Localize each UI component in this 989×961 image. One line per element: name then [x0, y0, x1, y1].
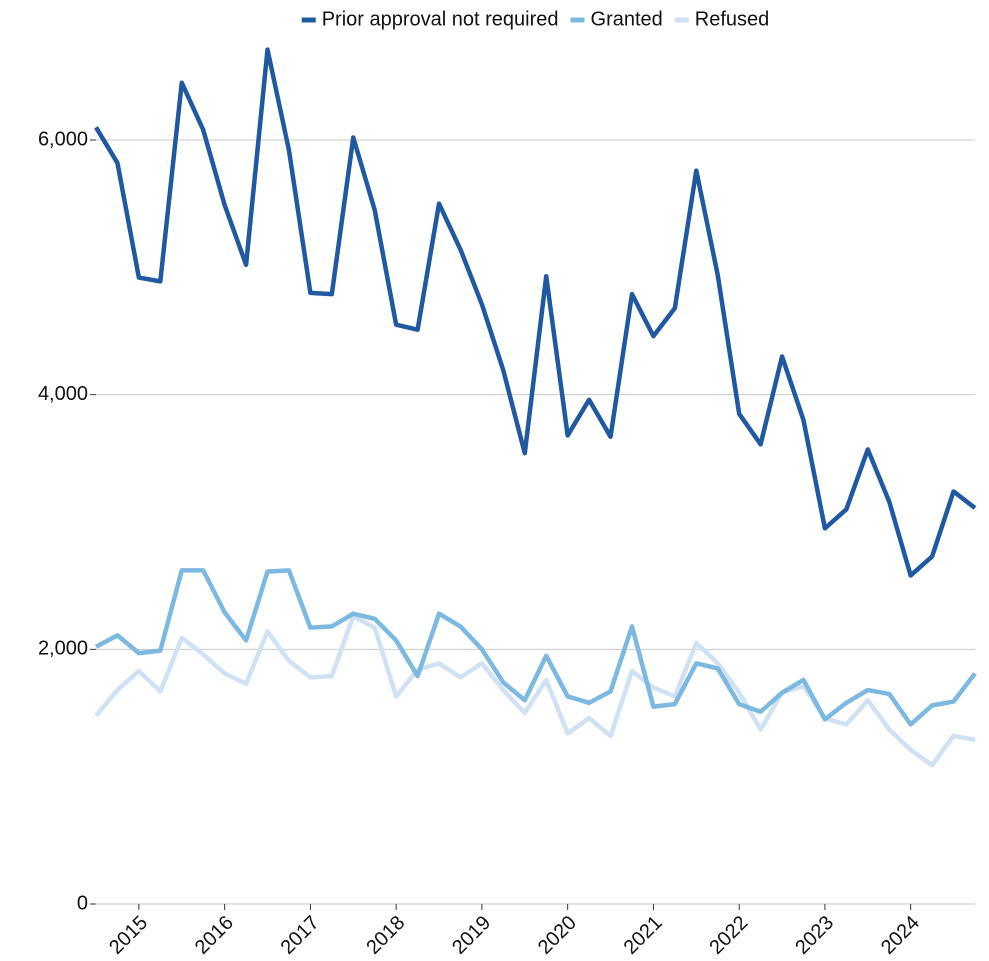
- x-tick-label: 2024: [877, 912, 924, 959]
- x-tick-label: 2018: [362, 912, 409, 959]
- y-tick-label: 4,000: [38, 383, 88, 405]
- x-tick-label: 2021: [620, 912, 667, 959]
- x-tick-label: 2020: [534, 912, 581, 959]
- y-tick-label: 0: [77, 892, 88, 914]
- y-tick-label: 6,000: [38, 128, 88, 150]
- x-tick-label: 2017: [277, 912, 324, 959]
- legend: Prior approval not required Granted Refuse…: [301, 8, 770, 30]
- legend-label: Granted: [591, 8, 663, 30]
- y-tick-label: 2,000: [38, 638, 88, 660]
- x-tick-label: 2019: [448, 912, 495, 959]
- series-line: [94, 47, 977, 578]
- series-line: [94, 613, 976, 768]
- x-tick-label: 2015: [105, 912, 152, 959]
- x-tick-label: 2023: [791, 912, 838, 959]
- legend-label: Refused: [695, 8, 770, 30]
- x-tick-label: 2022: [705, 912, 752, 959]
- series-line: [94, 568, 977, 727]
- x-tick-label: 2016: [191, 912, 238, 959]
- legend-label: Prior approval not required: [322, 8, 559, 30]
